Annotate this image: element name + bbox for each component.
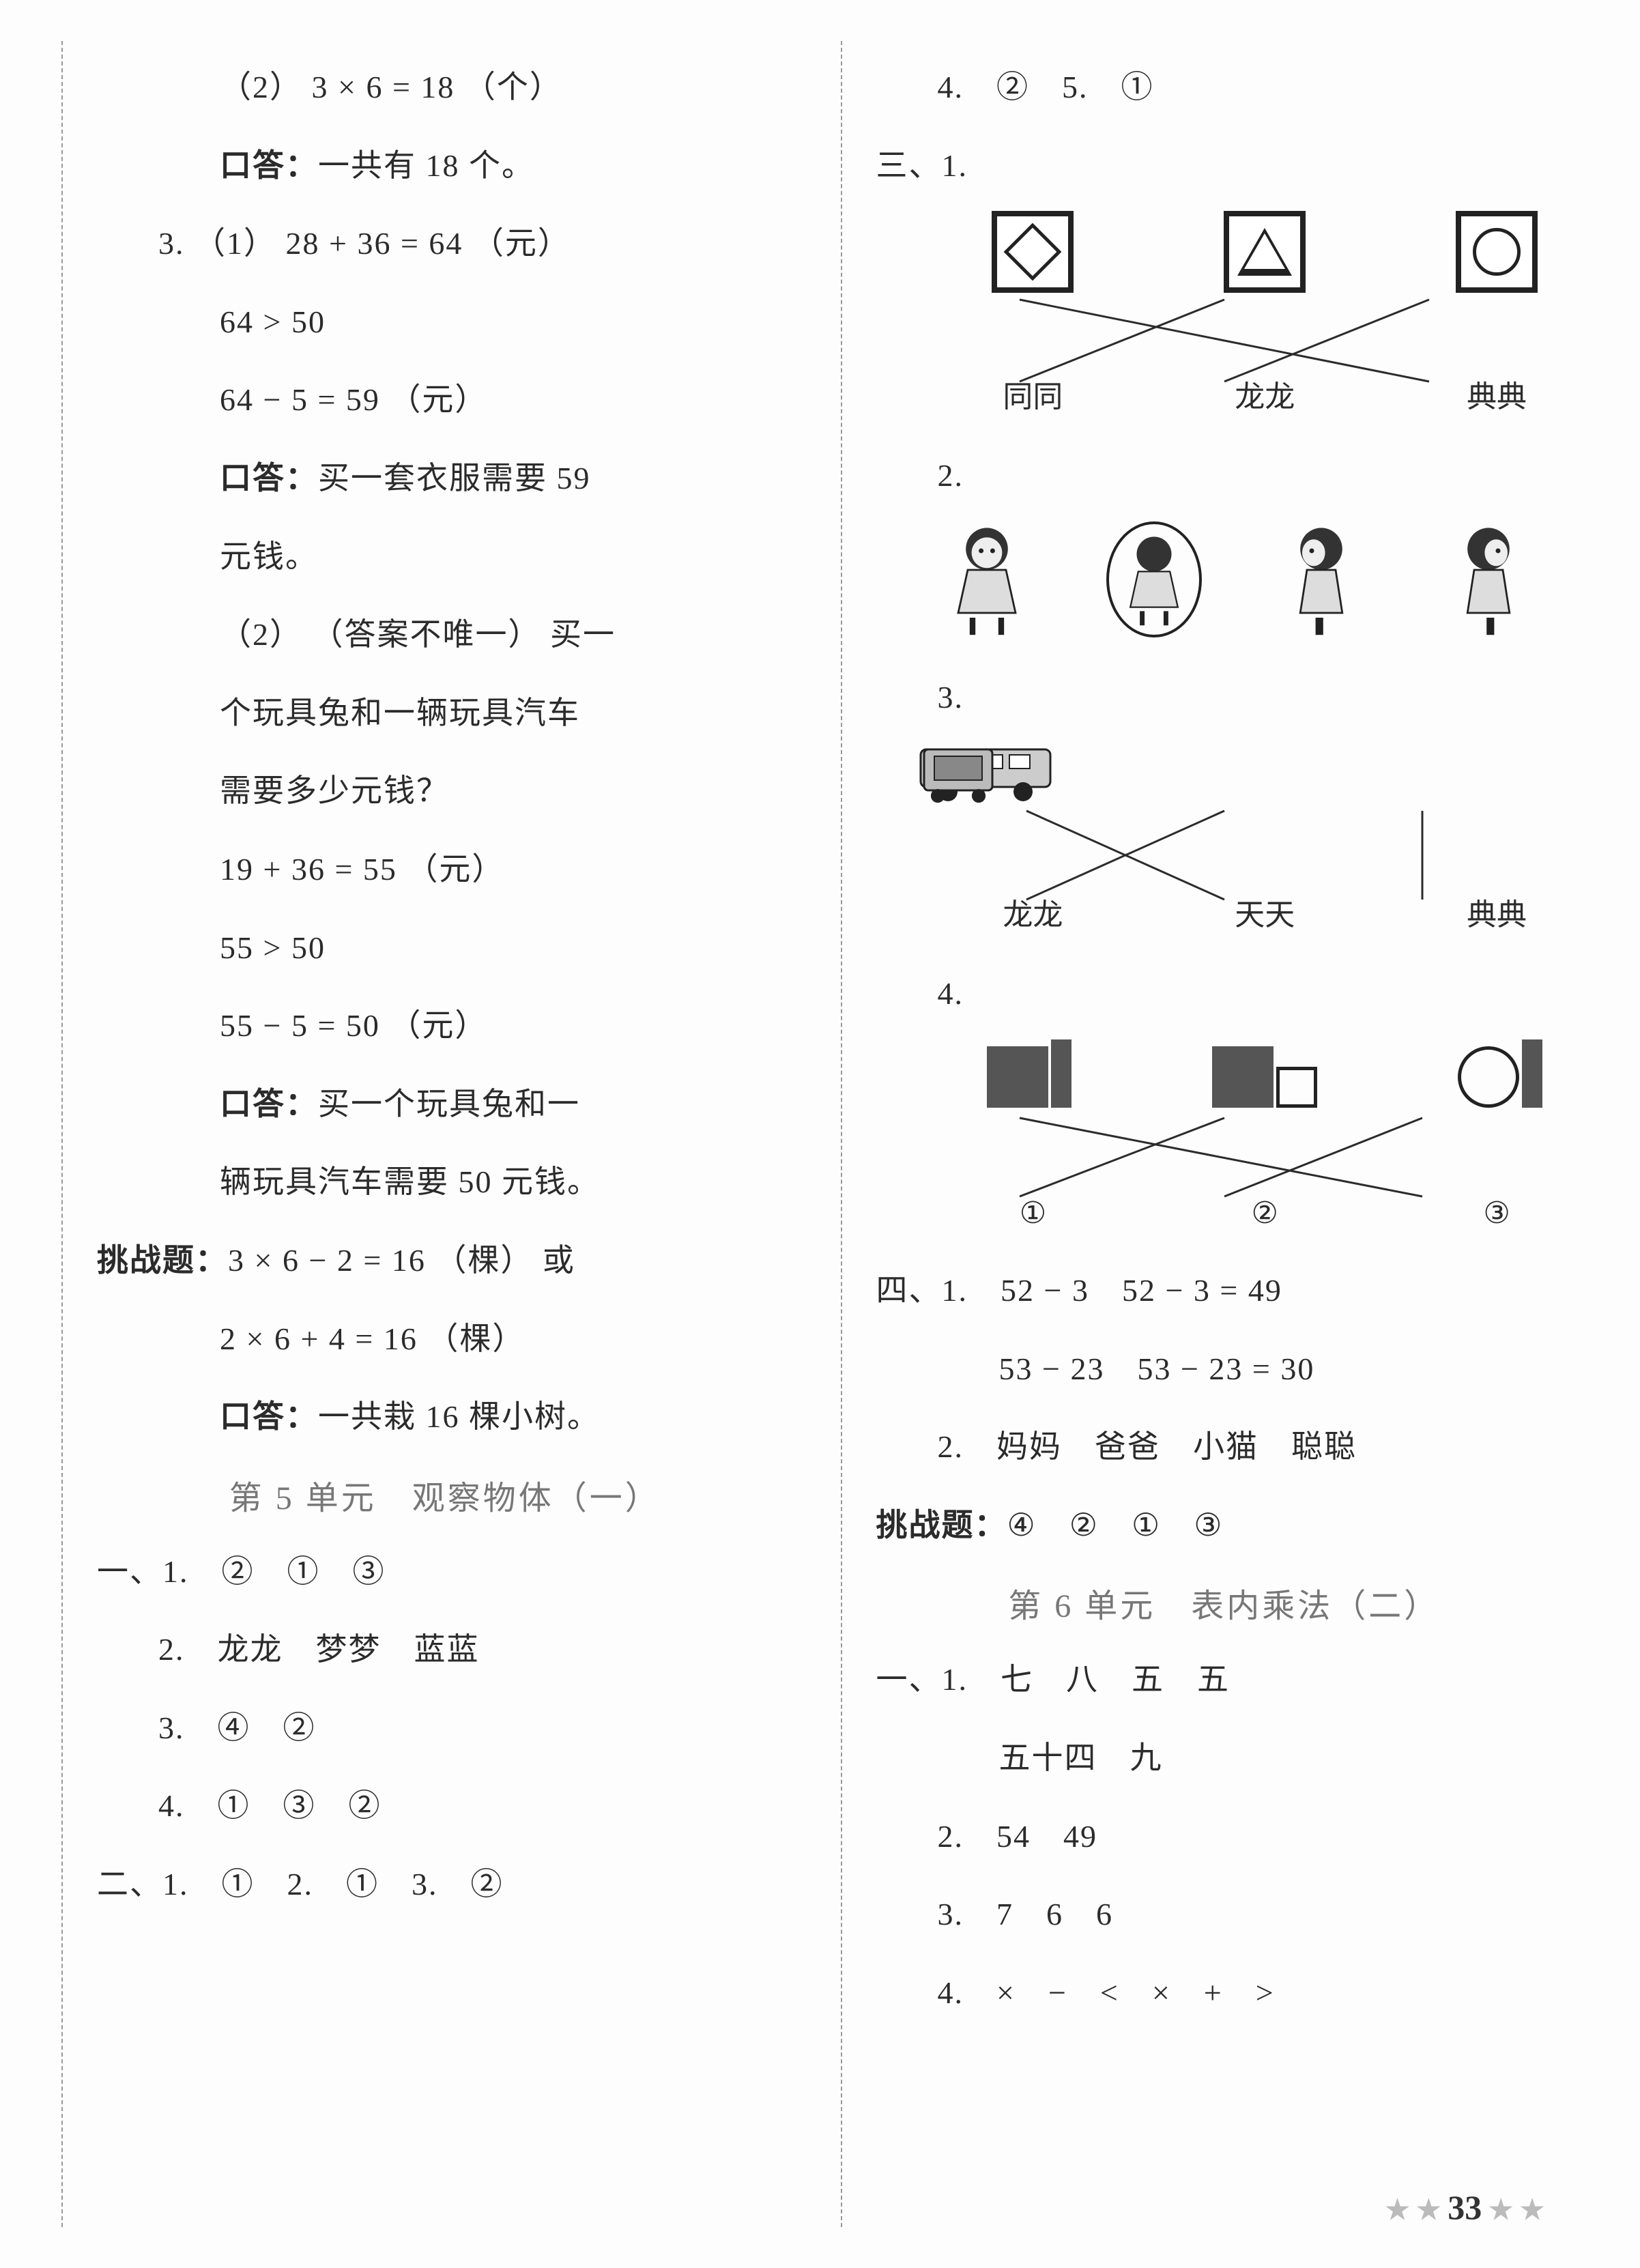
label-kouda: 口答： (220, 461, 318, 496)
text-line: 55 > 50 (97, 915, 793, 981)
text: 一共有 18 个。 (318, 148, 534, 183)
star-icon: ★ ★ (1385, 2194, 1448, 2225)
matching-diagram-4: ① ② ③ (917, 1039, 1613, 1231)
text-line: 挑战题：3 × 6 − 2 = 16 （棵） 或 (97, 1228, 793, 1294)
text-line: 3. （1） 28 + 36 = 64 （元） (97, 211, 793, 277)
text: 买一套衣服需要 59 (318, 461, 591, 496)
text-line: 3. 7 6 6 (876, 1882, 1572, 1948)
match-label: 天天 (1235, 890, 1295, 934)
text-line: 64 > 50 (97, 289, 793, 356)
text-line: 辆玩具汽车需要 50 元钱。 (97, 1149, 793, 1216)
text-line: 2. 龙龙 梦梦 蓝蓝 (97, 1617, 793, 1683)
label-challenge: 挑战题： (876, 1508, 1007, 1542)
text-line: 3. ④ ② (97, 1695, 793, 1762)
right-column: 4. ② 5. ① 三、1. 同同 龙龙 典典 2. (841, 41, 1593, 2227)
text-line: 4. ① ③ ② (97, 1773, 793, 1839)
text: 买一个玩具兔和一 (318, 1087, 580, 1121)
unit5-heading: 第 5 单元 观察物体（一） (97, 1471, 793, 1519)
match-label: 龙龙 (1235, 372, 1295, 416)
page-number-value: 33 (1448, 2188, 1482, 2226)
text: 一共栽 16 棵小树。 (318, 1399, 600, 1434)
match-bottom-row: 龙龙 天天 典典 (917, 890, 1613, 934)
text-line: 55 − 5 = 50 （元） (97, 993, 793, 1059)
text-line: 2 × 6 + 4 = 16 （棵） (97, 1306, 793, 1373)
label-challenge: 挑战题： (97, 1243, 228, 1278)
text-line: 53 − 23 53 − 23 = 30 (876, 1336, 1572, 1403)
match-label: 典典 (1467, 372, 1527, 416)
match-label: ① (1020, 1196, 1046, 1231)
text-line: 个玩具兔和一辆玩具汽车 (97, 680, 793, 747)
doll-front-icon (939, 521, 1035, 637)
text-line: 2. 妈妈 爸爸 小猫 聪聪 (876, 1414, 1572, 1480)
text: 3 × 6 − 2 = 16 （棵） 或 (228, 1243, 575, 1278)
text-line: 口答：一共栽 16 棵小树。 (97, 1384, 793, 1450)
text-line: 口答：一共有 18 个。 (97, 133, 793, 199)
doll-back-circled-icon (1106, 521, 1202, 637)
text-line: 四、1. 52 − 3 52 − 3 = 49 (876, 1258, 1572, 1324)
match-label: ③ (1483, 1196, 1510, 1231)
text-line: 一、1. ② ① ③ (97, 1539, 793, 1605)
text-line: 挑战题：④ ② ① ③ (876, 1493, 1572, 1559)
text-line: 三、1. (876, 133, 1572, 199)
text-line: 一、1. 七 八 五 五 (876, 1647, 1572, 1713)
label-kouda: 口答： (220, 1087, 318, 1121)
text: ④ ② ① ③ (1007, 1508, 1224, 1542)
text-line: 4. ② 5. ① (876, 55, 1572, 121)
text-line: 口答：买一套衣服需要 59 (97, 446, 793, 512)
match-bottom-row: 同同 龙龙 典典 (917, 372, 1613, 416)
page: （2） 3 × 6 = 18 （个） 口答：一共有 18 个。 3. （1） 2… (0, 0, 1640, 2268)
text-line: 口答：买一个玩具兔和一 (97, 1072, 793, 1138)
text-line: 五十四 九 (876, 1725, 1572, 1792)
text-line: 需要多少元钱？ (97, 758, 793, 824)
text-line: （2） 3 × 6 = 18 （个） (97, 55, 793, 121)
label-kouda: 口答： (220, 1399, 318, 1434)
page-number: ★ ★ 33 ★ ★ (1385, 2187, 1544, 2227)
text-line: 4. (876, 961, 1572, 1027)
text-line: 3. (876, 665, 1572, 731)
text-line: 2. 54 49 (876, 1804, 1572, 1870)
match-bottom-row: ① ② ③ (917, 1196, 1613, 1231)
matching-diagram-1: 同同 龙龙 典典 (917, 211, 1613, 416)
text-line: 二、1. ① 2. ① 3. ② (97, 1852, 793, 1918)
text-line: 19 + 36 = 55 （元） (97, 837, 793, 903)
doll-side-right-icon (1441, 521, 1536, 637)
star-icon: ★ ★ (1482, 2194, 1544, 2225)
match-label: 龙龙 (1003, 890, 1063, 934)
match-label: ② (1252, 1196, 1278, 1231)
text-line: 元钱。 (97, 524, 793, 590)
doll-side-left-icon (1274, 521, 1369, 637)
text-line: 4. × − < × + > (876, 1960, 1572, 2026)
matching-diagram-3: 龙龙 天天 典典 (917, 743, 1613, 934)
left-column: （2） 3 × 6 = 18 （个） 口答：一共有 18 个。 3. （1） 2… (61, 41, 814, 2227)
match-label: 同同 (1003, 372, 1063, 416)
unit6-heading: 第 6 单元 表内乘法（二） (876, 1579, 1572, 1626)
match-label: 典典 (1467, 890, 1527, 934)
text-line: （2） （答案不唯一） 买一 (97, 602, 793, 668)
label-kouda: 口答： (220, 148, 318, 183)
text-line: 2. (876, 443, 1572, 509)
text-line: 64 − 5 = 59 （元） (97, 367, 793, 433)
doll-row (904, 521, 1572, 637)
